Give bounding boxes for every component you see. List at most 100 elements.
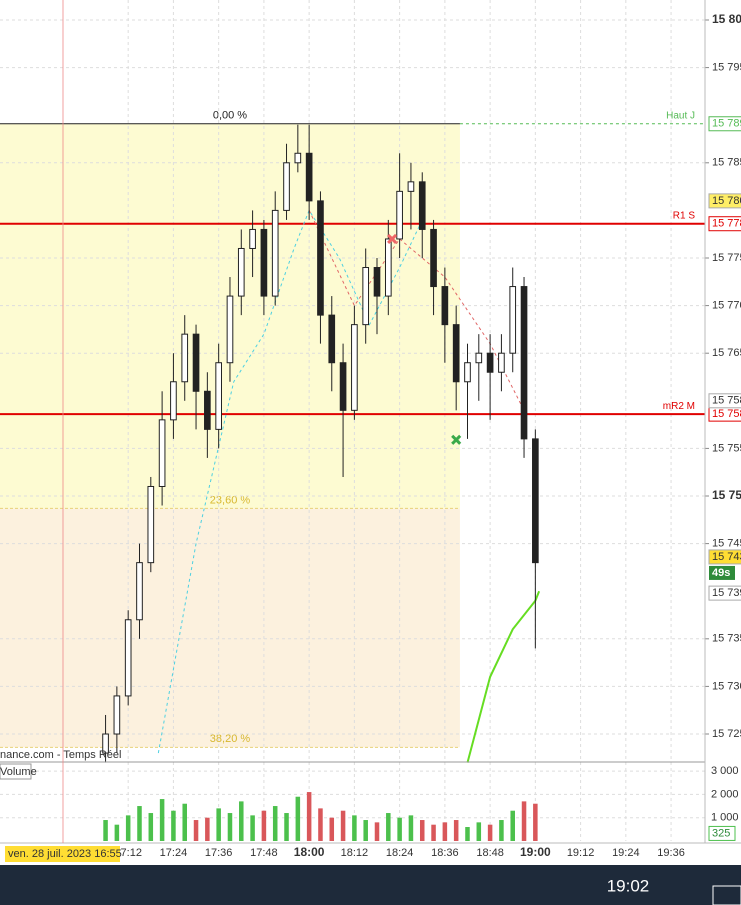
- y-tick-label: 15 800: [712, 12, 741, 26]
- x-tick-label: 17:24: [160, 847, 188, 859]
- volume-bar: [193, 820, 199, 841]
- x-tick-label: 18:36: [431, 847, 459, 859]
- volume-bar: [159, 799, 165, 841]
- price-badge: [708, 549, 741, 565]
- candle-body: [486, 352, 494, 373]
- volume-bar: [363, 820, 368, 841]
- volume-bar: [465, 827, 470, 841]
- volume-badge: [708, 825, 736, 841]
- candle-body: [305, 152, 313, 202]
- volume-bar: [137, 806, 142, 841]
- candle-body: [498, 352, 505, 373]
- volume-bar: [397, 817, 402, 841]
- volume-tick-label: 1 000: [711, 812, 739, 824]
- volume-tick-label: 2 000: [711, 788, 739, 800]
- volume-bar: [295, 796, 301, 841]
- volume-bar: [419, 820, 425, 841]
- volume-bar: [374, 822, 380, 841]
- y-tick-label: 15 795: [712, 61, 741, 73]
- candle-body: [362, 267, 370, 326]
- volume-bar: [521, 801, 527, 841]
- candle-body: [260, 228, 268, 297]
- volume-bar: [284, 813, 289, 841]
- marker: [451, 434, 462, 445]
- x-tick-label: 19:12: [567, 847, 595, 859]
- candle-body: [475, 352, 483, 364]
- y-tick-label: 15 725: [712, 728, 741, 740]
- volume-title: Volume: [0, 766, 37, 778]
- countdown-box: [709, 565, 735, 580]
- candle-body: [113, 695, 121, 735]
- level-name: Haut J: [666, 110, 695, 121]
- volume-bar: [171, 810, 176, 841]
- candle-body: [418, 181, 426, 230]
- candle-body: [158, 419, 166, 487]
- volume-bar: [250, 815, 255, 841]
- taskbar-icon[interactable]: [712, 885, 741, 905]
- candle-body: [226, 295, 234, 364]
- volume-bar: [103, 820, 108, 841]
- volume-bar: [442, 822, 448, 841]
- candle-body: [464, 362, 471, 383]
- volume-bar: [318, 808, 323, 841]
- clock: 19:02: [607, 876, 650, 895]
- indicator-line: [157, 209, 423, 754]
- candle-body: [271, 209, 279, 297]
- x-tick-label: 19:24: [612, 847, 640, 859]
- volume-bar: [340, 810, 346, 841]
- volume-bar: [182, 803, 187, 841]
- volume-bar: [306, 792, 312, 841]
- candle-body: [124, 619, 132, 697]
- volume-tick-label: 3 000: [711, 765, 739, 777]
- volume-bar: [431, 824, 436, 841]
- y-tick-label: 15 750: [712, 488, 741, 502]
- volume-bar: [272, 806, 278, 841]
- candle-body: [441, 286, 449, 326]
- level-badge-label: 15 789: [712, 118, 741, 130]
- candle-body: [430, 228, 437, 288]
- y-tick-label: 15 765: [712, 347, 741, 359]
- candle-body: [170, 381, 177, 421]
- candle-body: [339, 362, 347, 411]
- level-badge: [708, 116, 741, 132]
- volume-bar: [510, 810, 515, 841]
- candle-body: [237, 247, 245, 297]
- price-badge-label: 15 743: [712, 551, 741, 563]
- price-badge: [708, 193, 741, 209]
- candle-body: [192, 333, 200, 392]
- volume-bar: [216, 808, 221, 841]
- candle-body: [102, 733, 109, 754]
- candle-body: [181, 333, 189, 383]
- candle-body: [384, 238, 392, 297]
- candle-body: [373, 267, 381, 297]
- source-label: nance.com - Temps Réel: [0, 749, 121, 761]
- volume-bar: [114, 824, 120, 841]
- candle-body: [249, 228, 256, 249]
- price-badge-label: 15 780: [712, 195, 741, 207]
- fib-label: 23,60 %: [210, 494, 251, 506]
- volume-bar: [352, 815, 357, 841]
- y-tick-label: 15 730: [712, 680, 741, 692]
- candle-body: [283, 162, 290, 211]
- candle-body: [294, 152, 302, 164]
- level-badge-label: 15 758: [712, 408, 741, 420]
- candle-body: [407, 181, 415, 192]
- x-tick-label: 19:36: [657, 847, 685, 859]
- volume-title-box: [0, 763, 32, 780]
- volume-bar: [499, 820, 504, 841]
- price-badge-label: 15 739: [712, 587, 741, 599]
- volume-bar: [205, 817, 210, 841]
- y-tick-label: 15 785: [712, 157, 741, 169]
- candle-body: [532, 438, 539, 564]
- x-tick-label: 18:12: [341, 847, 369, 859]
- candle-body: [328, 314, 336, 364]
- candle-body: [351, 324, 358, 411]
- candle-body: [520, 286, 528, 440]
- candle-body: [396, 190, 403, 240]
- plot: 0,00 % 23,60 % 38,20 % 15 800 15 795 15 785 15…: [0, 0, 741, 859]
- price-badge: [708, 393, 741, 409]
- x-tick-label: 18:00: [294, 845, 325, 859]
- indicator-line: [308, 210, 525, 411]
- price-badge: [708, 585, 741, 601]
